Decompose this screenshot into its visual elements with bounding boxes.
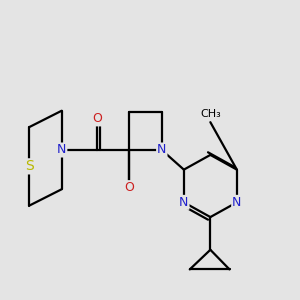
Text: S: S	[25, 159, 34, 173]
Text: N: N	[157, 143, 167, 157]
Text: CH₃: CH₃	[200, 109, 221, 119]
Text: O: O	[92, 112, 102, 125]
Text: N: N	[179, 196, 188, 209]
Text: O: O	[124, 181, 134, 194]
Text: N: N	[57, 143, 66, 157]
Text: N: N	[232, 196, 242, 209]
